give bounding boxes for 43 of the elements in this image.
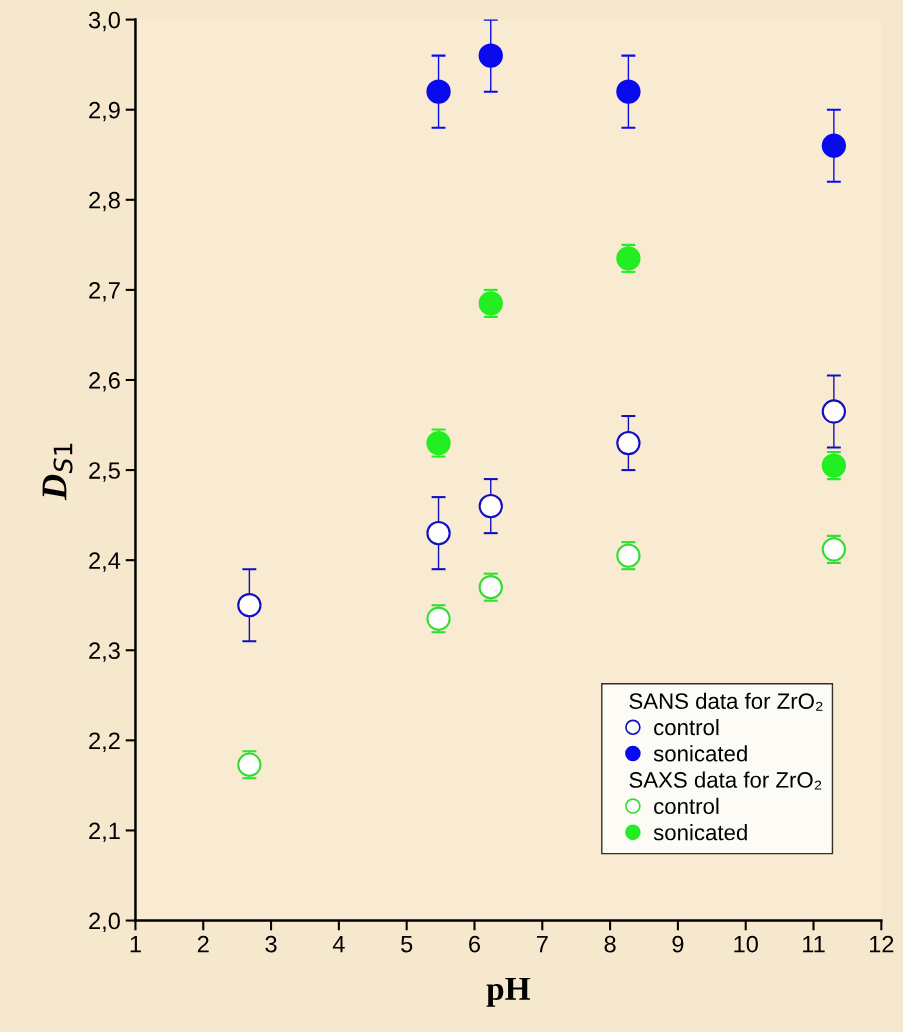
x-tick-label: 4 xyxy=(332,935,345,953)
legend-label: control xyxy=(654,797,719,815)
x-tick-label: 7 xyxy=(536,935,548,953)
x-tick-label: 9 xyxy=(672,935,684,953)
point xyxy=(426,79,451,104)
y-tick-label: 2,3 xyxy=(89,642,120,662)
legend-label: sonicated xyxy=(653,824,747,841)
point xyxy=(426,520,451,546)
x-tick-label: 1 xyxy=(130,935,141,953)
x-axis-title: pH xyxy=(486,977,531,1007)
point xyxy=(478,493,503,519)
point xyxy=(616,430,641,456)
y-tick-label: 3,0 xyxy=(88,11,120,32)
legend-label: control xyxy=(654,718,719,736)
y-tick-label: 2,0 xyxy=(89,912,120,933)
point xyxy=(821,133,847,158)
x-tick-label: 11 xyxy=(803,935,825,953)
x-tick-label: 5 xyxy=(401,935,413,953)
point xyxy=(821,537,847,562)
legend-label: sonicated xyxy=(653,745,747,762)
y-tick-label: 2,7 xyxy=(89,281,120,302)
y-tick-label: 2,6 xyxy=(89,372,120,392)
y-tick-label: 2,2 xyxy=(89,732,120,752)
y-axis-title: D$_{S1}$ xyxy=(42,443,73,501)
x-tick-label: 3 xyxy=(265,935,277,953)
point xyxy=(616,79,641,104)
x-tick-label: 8 xyxy=(604,935,616,953)
annotation: SAXS data for ZrO₂ xyxy=(629,771,822,790)
point xyxy=(616,246,641,271)
y-tick-label: 2,8 xyxy=(89,191,120,212)
y-tick-label: 2,5 xyxy=(89,462,120,482)
annotation: SANS data for ZrO₂ xyxy=(629,692,823,711)
point xyxy=(821,399,847,424)
point xyxy=(237,593,262,618)
point xyxy=(478,43,503,68)
point xyxy=(821,453,847,478)
y-tick-label: 2,9 xyxy=(89,101,120,122)
y-tick-label: 2,4 xyxy=(89,552,121,572)
x-tick-label: 10 xyxy=(734,935,758,953)
y-tick-label: 2,1 xyxy=(89,822,120,843)
x-tick-label: 2 xyxy=(197,935,209,953)
x-tick-label: 12 xyxy=(870,935,894,953)
x-tick-label: 6 xyxy=(469,935,481,953)
